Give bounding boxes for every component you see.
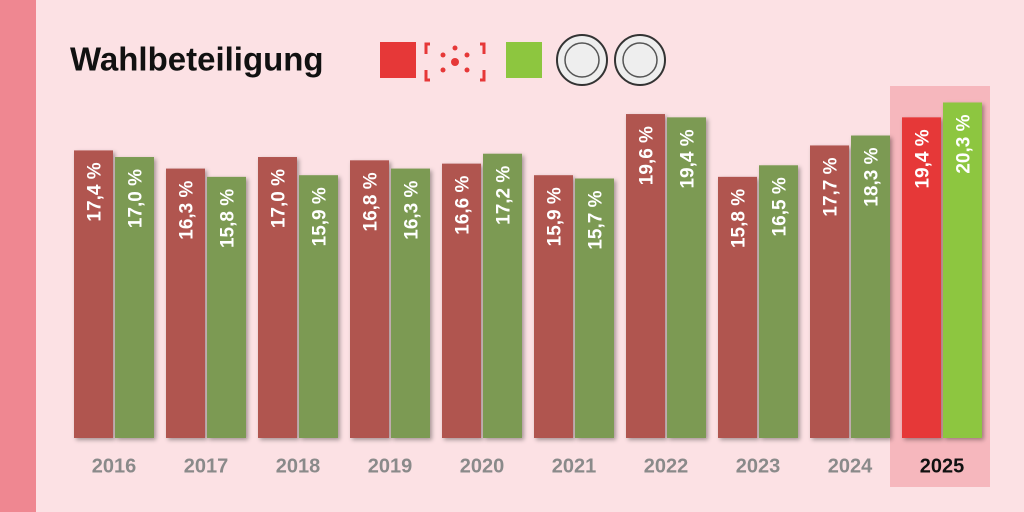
bar <box>667 117 706 438</box>
bar <box>483 153 522 439</box>
bar <box>534 175 573 438</box>
bar <box>166 168 205 438</box>
bar <box>299 175 338 438</box>
bar <box>626 114 665 438</box>
bar <box>442 163 481 438</box>
value-label: 16,3 % <box>402 180 423 239</box>
value-label: 17,0 % <box>269 169 290 228</box>
bar <box>943 102 982 439</box>
value-label: 15,9 % <box>310 187 331 246</box>
bar <box>759 165 798 438</box>
value-label: 20,3 % <box>954 114 975 173</box>
bar <box>74 150 113 439</box>
value-label: 16,5 % <box>770 177 791 236</box>
bar <box>810 145 849 439</box>
x-tick-label: 2022 <box>644 455 689 477</box>
value-label: 17,2 % <box>494 166 515 225</box>
value-label: 16,3 % <box>177 180 198 239</box>
seal <box>622 42 658 78</box>
bar <box>851 135 890 438</box>
value-label: 15,8 % <box>218 189 239 248</box>
x-tick-label: 2017 <box>184 455 229 477</box>
value-label: 17,7 % <box>821 157 842 216</box>
value-label: 15,7 % <box>586 190 607 249</box>
x-tick-label: 2016 <box>92 455 137 477</box>
value-label: 17,0 % <box>126 169 147 228</box>
bar <box>258 157 297 439</box>
seal <box>564 42 600 78</box>
bar <box>115 157 154 439</box>
bar <box>391 168 430 438</box>
side-stripe <box>0 0 36 512</box>
bar <box>350 160 389 438</box>
x-tick-label: 2024 <box>828 455 873 477</box>
bar <box>575 178 614 438</box>
value-label: 16,8 % <box>361 172 382 231</box>
x-tick-label: 2021 <box>552 455 597 477</box>
chart-title: Wahlbeteiligung <box>70 41 324 78</box>
legend-swatch <box>506 42 542 78</box>
x-tick-label: 2018 <box>276 455 321 477</box>
value-label: 19,4 % <box>678 129 699 188</box>
x-tick-label: 2020 <box>460 455 505 477</box>
value-label: 19,6 % <box>637 126 658 185</box>
bar <box>718 176 757 438</box>
legend <box>380 34 666 86</box>
value-label: 19,4 % <box>913 129 934 188</box>
x-tick-label: 2023 <box>736 455 781 477</box>
logo <box>424 42 486 82</box>
value-label: 16,6 % <box>453 176 474 235</box>
bar <box>207 176 246 438</box>
legend-swatch <box>380 42 416 78</box>
bar <box>902 117 941 438</box>
x-tick-label: 2019 <box>368 455 413 477</box>
value-label: 15,9 % <box>545 187 566 246</box>
value-label: 15,8 % <box>729 189 750 248</box>
x-tick-label: 2025 <box>920 455 965 477</box>
value-label: 17,4 % <box>85 162 106 221</box>
value-label: 18,3 % <box>862 147 883 206</box>
